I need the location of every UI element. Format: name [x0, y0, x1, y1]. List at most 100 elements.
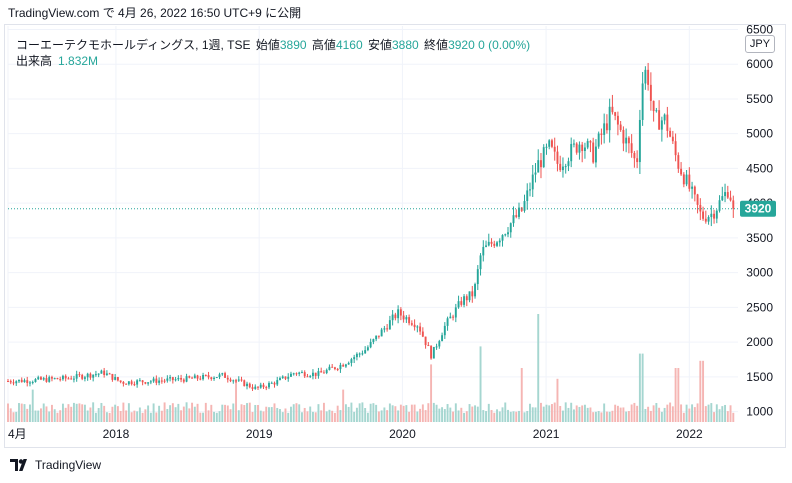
candle-body: [416, 326, 419, 328]
candle: [262, 382, 265, 390]
candle-body: [292, 373, 295, 375]
candle: [196, 374, 199, 381]
candle-body: [37, 377, 40, 380]
volume-bar: [614, 404, 617, 422]
volume-bar: [251, 412, 254, 422]
volume-bar: [611, 410, 614, 422]
volume-bar: [20, 403, 23, 422]
candle-body: [556, 151, 559, 164]
candle: [144, 381, 147, 385]
footer-brand[interactable]: TradingView: [10, 458, 101, 472]
volume-bar: [45, 406, 48, 422]
volume-bar: [366, 412, 369, 422]
candle-body: [202, 375, 205, 380]
candle: [567, 157, 570, 172]
candle: [257, 386, 259, 390]
candle: [380, 327, 383, 337]
volume-bar: [498, 411, 501, 422]
volume-bar: [257, 404, 259, 422]
candle-body: [92, 374, 95, 378]
candle: [487, 233, 490, 247]
volume-bar: [644, 409, 647, 422]
candle-body: [377, 335, 380, 337]
candle: [441, 332, 444, 342]
volume-bar: [553, 402, 556, 422]
candle: [424, 336, 427, 349]
candle-body: [561, 166, 564, 171]
candle: [496, 240, 498, 248]
candle: [67, 376, 70, 380]
candle-body: [125, 383, 128, 385]
candle-body: [501, 235, 504, 241]
volume-bar: [59, 410, 62, 422]
volume-bar: [380, 410, 383, 422]
volume-bar: [592, 412, 595, 422]
y-tick-label: 3500: [746, 231, 773, 245]
candle: [218, 372, 221, 380]
volume-bar: [388, 403, 391, 422]
candle-body: [9, 381, 12, 383]
candle-body: [421, 331, 424, 337]
currency-button[interactable]: JPY: [745, 35, 775, 53]
price-axis: 1000150020002500300035004000450050005500…: [746, 22, 773, 418]
volume-bar: [72, 402, 75, 422]
candle-body: [298, 372, 301, 374]
candle: [630, 134, 633, 158]
candle: [270, 381, 273, 384]
candle-body: [265, 387, 268, 389]
volume-bar: [674, 368, 677, 422]
volume-bar: [413, 404, 416, 422]
candle: [561, 157, 564, 178]
candle: [281, 375, 284, 379]
volume-bar: [531, 407, 534, 422]
candle-body: [496, 242, 498, 246]
candle: [333, 366, 336, 371]
candle-body: [100, 370, 103, 374]
candle-body: [397, 309, 400, 319]
candle-body: [410, 323, 413, 325]
candle: [660, 116, 663, 142]
volume-bar: [218, 411, 221, 422]
candle-body: [322, 372, 325, 374]
volume-bar: [301, 412, 303, 422]
y-tick-label: 5000: [746, 127, 773, 141]
candle: [193, 373, 196, 379]
volume-bar: [685, 404, 688, 422]
candle-body: [589, 141, 592, 143]
candle-body: [622, 129, 625, 144]
candle-body: [633, 152, 636, 159]
candle: [710, 205, 713, 227]
volume-bar: [537, 314, 540, 422]
candle: [688, 167, 691, 192]
candle: [279, 376, 281, 381]
volume-bar: [325, 411, 328, 422]
candle: [350, 357, 353, 367]
candle-body: [696, 194, 699, 205]
volume-bar: [7, 403, 9, 422]
candle: [551, 138, 553, 149]
time-axis: 4月 2018 2019 2020 2021 2022: [8, 427, 703, 441]
volume-bar: [633, 402, 636, 422]
candle-body: [394, 314, 397, 319]
volume-bar: [61, 403, 64, 422]
y-tick-label: 1000: [746, 405, 773, 419]
candle: [652, 100, 655, 122]
candle: [152, 376, 155, 383]
candle: [235, 379, 237, 383]
volume-bar: [399, 404, 402, 422]
volume-bar: [213, 411, 216, 422]
volume-bar: [693, 407, 696, 422]
candle-body: [40, 377, 42, 380]
volume-bar: [542, 406, 545, 422]
candle-body: [724, 192, 727, 197]
volume-bar: [732, 412, 735, 422]
volume-bar: [144, 409, 147, 422]
candle-body: [171, 377, 174, 381]
volume-bar: [331, 410, 334, 422]
candle-body: [641, 83, 644, 120]
candle-body: [551, 140, 553, 147]
candle: [160, 377, 163, 384]
candle-body: [240, 379, 243, 381]
candle: [578, 141, 581, 160]
